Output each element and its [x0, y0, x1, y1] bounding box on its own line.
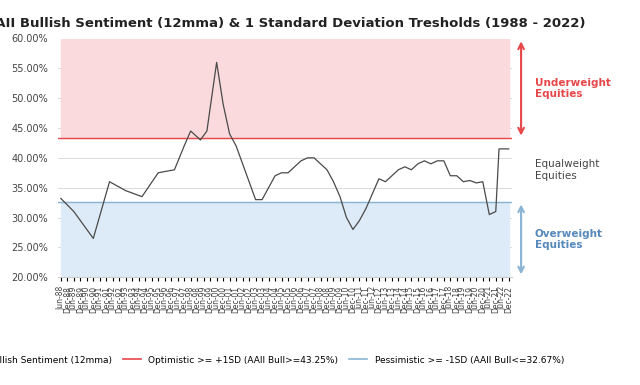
Text: Equalweight
Equities: Equalweight Equities: [535, 159, 599, 181]
Legend: AAII Bullish Sentiment (12mma), Optimistic >= +1SD (AAII Bull>=43.25%), Pessimis: AAII Bullish Sentiment (12mma), Optimist…: [0, 352, 568, 368]
Title: AAII Bullish Sentiment (12mma) & 1 Standard Deviation Tresholds (1988 - 2022): AAII Bullish Sentiment (12mma) & 1 Stand…: [0, 17, 585, 30]
Text: Underweight
Equities: Underweight Equities: [535, 78, 611, 99]
Text: Overweight
Equities: Overweight Equities: [535, 229, 603, 250]
